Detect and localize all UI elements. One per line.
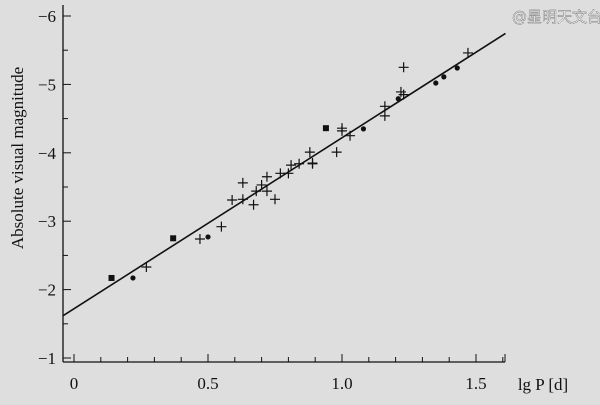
watermark: @星明天文台 bbox=[512, 8, 600, 26]
cross-point bbox=[216, 221, 227, 232]
square-point bbox=[108, 274, 115, 281]
dot-point bbox=[454, 65, 460, 71]
cross-point bbox=[283, 168, 294, 179]
dot-point bbox=[205, 234, 211, 240]
dot-point bbox=[433, 80, 439, 86]
cross-point bbox=[141, 262, 152, 273]
cross-point bbox=[237, 194, 248, 205]
x-tick-label: 0.5 bbox=[197, 374, 218, 393]
cross-point bbox=[307, 158, 318, 169]
cross-point bbox=[194, 233, 205, 244]
cross-point bbox=[462, 47, 473, 58]
cross-point bbox=[331, 147, 342, 158]
cross-point bbox=[379, 110, 390, 121]
y-tick-label: −6 bbox=[38, 7, 56, 26]
square-point bbox=[322, 125, 329, 132]
y-tick-label: −3 bbox=[38, 212, 56, 231]
cross-point bbox=[294, 158, 305, 169]
x-tick-label: 1.0 bbox=[331, 374, 352, 393]
cross-point bbox=[337, 125, 347, 136]
dot-point bbox=[360, 126, 367, 132]
cross-point bbox=[270, 194, 280, 205]
dot-point bbox=[441, 74, 447, 80]
y-axis-label: Absolute visual magnitude bbox=[8, 67, 27, 249]
x-tick-label: 1.5 bbox=[465, 374, 486, 393]
cross-point bbox=[345, 130, 356, 141]
y-tick-label: −5 bbox=[38, 75, 56, 94]
cross-point bbox=[251, 186, 262, 197]
cross-point bbox=[398, 62, 409, 73]
dot-point bbox=[130, 275, 136, 281]
cross-point bbox=[248, 199, 259, 210]
cross-point bbox=[237, 177, 248, 188]
square-point bbox=[170, 235, 177, 242]
cross-point bbox=[398, 89, 409, 100]
cross-point bbox=[256, 179, 267, 190]
cross-point bbox=[261, 186, 272, 197]
dot-point bbox=[395, 96, 401, 102]
cross-point bbox=[304, 147, 315, 158]
cross-point bbox=[379, 101, 390, 112]
y-tick-label: −4 bbox=[38, 144, 57, 163]
x-tick-label: 0 bbox=[70, 374, 79, 393]
cross-point bbox=[227, 194, 238, 205]
fit-line bbox=[62, 32, 506, 317]
cross-point bbox=[286, 160, 297, 171]
y-tick-label: −1 bbox=[38, 349, 56, 368]
x-axis-label: lg P [d] bbox=[518, 375, 568, 394]
cross-point bbox=[261, 171, 272, 182]
y-tick-label: −2 bbox=[38, 281, 56, 300]
